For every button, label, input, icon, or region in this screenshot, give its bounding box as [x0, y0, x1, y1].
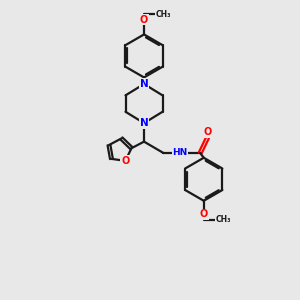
Text: O: O [121, 156, 130, 166]
Text: CH₃: CH₃ [215, 215, 231, 224]
Text: N: N [140, 79, 148, 89]
Text: O: O [200, 209, 208, 220]
Text: N: N [140, 118, 148, 128]
Text: CH₃: CH₃ [156, 10, 171, 19]
Text: HN: HN [172, 148, 188, 158]
Text: O: O [140, 14, 148, 25]
Text: O: O [203, 127, 212, 137]
